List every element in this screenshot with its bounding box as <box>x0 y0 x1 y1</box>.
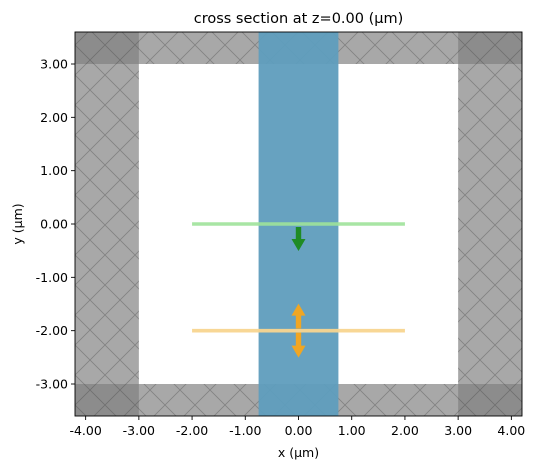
y-tick-label: -3.00 <box>36 377 68 392</box>
x-tick-label: 0.00 <box>285 423 313 438</box>
y-tick-label: 2.00 <box>40 110 68 125</box>
x-tick-label: -4.00 <box>69 423 101 438</box>
y-axis-ticks: 3.00 2.00 1.00 0.00 -1.00 -2.00 -3.00 <box>36 57 75 392</box>
y-tick-label: -2.00 <box>36 323 68 338</box>
y-tick-label: 0.00 <box>40 217 68 232</box>
plot-area <box>75 32 522 416</box>
x-axis-ticks: -4.00 -3.00 -2.00 -1.00 0.00 1.00 2.00 3.00 4.00 <box>69 416 525 438</box>
x-tick-label: 3.00 <box>444 423 472 438</box>
sources <box>192 222 405 251</box>
source-direction-arrow <box>291 227 306 251</box>
monitor-arrow-up <box>291 303 306 329</box>
x-axis-label: x (μm) <box>278 445 319 460</box>
x-tick-label: 1.00 <box>338 423 366 438</box>
x-tick-label: 2.00 <box>391 423 419 438</box>
y-axis-label: y (μm) <box>10 203 25 244</box>
y-tick-label: -1.00 <box>36 270 68 285</box>
pml-left-hatch <box>75 32 139 416</box>
x-tick-label: -3.00 <box>123 423 155 438</box>
x-tick-label: -1.00 <box>229 423 261 438</box>
monitors <box>192 303 405 358</box>
pml-right-hatch <box>458 32 522 416</box>
y-tick-label: 3.00 <box>40 57 68 72</box>
x-tick-label: 4.00 <box>497 423 525 438</box>
y-tick-label: 1.00 <box>40 163 68 178</box>
chart-title: cross section at z=0.00 (μm) <box>194 11 404 27</box>
monitor-arrow-down <box>291 332 306 358</box>
x-tick-label: -2.00 <box>176 423 208 438</box>
